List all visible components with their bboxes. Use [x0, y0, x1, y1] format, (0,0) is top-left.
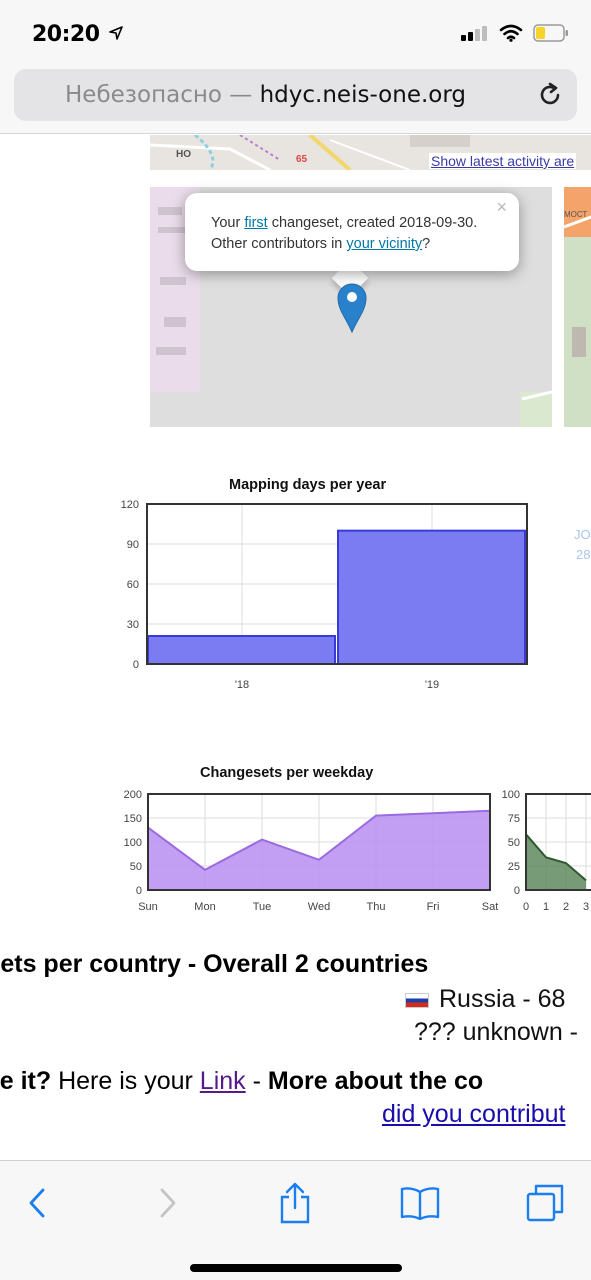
countries-heading: ngesets per country - Overall 2 countrie…	[0, 950, 429, 978]
status-indicators	[461, 24, 569, 42]
insecure-label: Небезопасно —	[65, 82, 253, 108]
side-note-line1: JO	[574, 527, 591, 542]
plot-frame	[147, 793, 491, 891]
forward-button[interactable]	[146, 1181, 190, 1225]
share-button[interactable]	[273, 1181, 317, 1225]
share-question: re it?	[0, 1067, 52, 1095]
y-tick-label: 100	[124, 837, 142, 849]
x-tick-label: Sun	[138, 901, 158, 913]
activity-map-strip[interactable]: HO 65 Show latest activity are	[150, 135, 591, 170]
x-tick-label: 2	[563, 901, 569, 913]
y-tick-label: 75	[508, 813, 520, 825]
map-strip-roads	[150, 135, 470, 170]
your-vicinity-link[interactable]: your vicinity	[346, 236, 423, 252]
address-bar-area: Небезопасно — hdyc.neis-one.org	[0, 56, 591, 134]
area-line	[525, 833, 587, 882]
bookmarks-icon	[400, 1187, 440, 1220]
share-dash: -	[245, 1067, 268, 1095]
forward-icon	[160, 1188, 176, 1218]
x-tick-label: Sat	[482, 901, 499, 913]
home-indicator	[190, 1264, 402, 1272]
share-icon	[280, 1182, 310, 1224]
popup-close-icon[interactable]: ×	[496, 197, 507, 217]
area-fill	[526, 834, 586, 890]
signal-icon	[461, 26, 487, 41]
map-marker-icon[interactable]	[336, 282, 368, 334]
y-tick-label: 200	[124, 789, 142, 801]
x-tick-label: 0	[523, 901, 529, 913]
x-tick-label: '18	[235, 679, 249, 691]
y-tick-label: 50	[130, 861, 142, 873]
address-text[interactable]: Небезопасно — hdyc.neis-one.org	[14, 82, 517, 108]
y-tick-label: 0	[514, 885, 520, 897]
y-tick-label: 0	[136, 885, 142, 897]
y-tick-label: 60	[127, 579, 139, 591]
share-link[interactable]: Link	[199, 1067, 246, 1095]
map-label-65: 65	[296, 154, 308, 165]
back-button[interactable]	[15, 1181, 59, 1225]
x-tick-label: Tue	[253, 901, 272, 913]
map-side-background	[564, 187, 591, 357]
web-page: HO 65 Show latest activity are Your firs…	[0, 135, 591, 1160]
did-you-contribute-link[interactable]: did you contribut	[382, 1100, 566, 1128]
y-tick-label: 90	[127, 539, 139, 551]
address-bar[interactable]: Небезопасно — hdyc.neis-one.org	[14, 69, 577, 121]
wifi-icon	[499, 24, 523, 42]
y-tick-label: 30	[127, 619, 139, 631]
area-fill	[148, 810, 490, 890]
address-host: hdyc.neis-one.org	[259, 82, 466, 108]
safari-toolbar	[0, 1160, 591, 1280]
bar	[337, 529, 526, 665]
y-tick-label: 25	[508, 861, 520, 873]
x-tick-label: 1	[543, 901, 549, 913]
location-arrow-icon	[108, 26, 123, 40]
bookmarks-button[interactable]	[398, 1181, 442, 1225]
first-changeset-link[interactable]: first	[244, 215, 268, 231]
share-line: re it? Here is your Link - More about th…	[0, 1067, 483, 1096]
hour-chart: 0 25 50 75 100 0 1 2 3	[502, 789, 591, 913]
tabs-icon	[526, 1184, 564, 1222]
status-time: 20:20	[32, 22, 123, 47]
bar	[147, 635, 336, 665]
weekday-title: Changesets per weekday	[200, 765, 374, 781]
country-russia-label: Russia - 68	[439, 985, 566, 1013]
x-tick-label: '19	[425, 679, 439, 691]
x-tick-label: 3	[583, 901, 589, 913]
reload-icon[interactable]	[535, 80, 565, 110]
y-tick-label: 100	[502, 789, 520, 801]
y-tick-label: 0	[133, 659, 139, 671]
show-latest-activity-link[interactable]: Show latest activity are	[429, 153, 577, 169]
mapping-days-chart: 0 30 60 90 120 '18 '19	[121, 499, 528, 691]
country-unknown-label: ??? unknown -	[414, 1018, 579, 1046]
plot-frame	[146, 503, 528, 665]
battery-icon	[533, 24, 568, 42]
country-row-unknown: ??? unknown -	[414, 1018, 578, 1047]
x-tick-label: Mon	[194, 901, 215, 913]
back-icon	[29, 1188, 45, 1218]
weekday-chart: 0 50 100 150 200 Sun Mon Tue Wed Thu Fri Sat	[124, 789, 499, 913]
x-tick-label: Fri	[427, 901, 440, 913]
tabs-button[interactable]	[523, 1181, 567, 1225]
side-note-line2: 28	[576, 547, 591, 562]
y-tick-label: 120	[121, 499, 139, 511]
y-tick-label: 150	[124, 813, 142, 825]
side-note: JO 28	[574, 525, 591, 565]
first-changeset-popup: Your first changeset, created 2018-09-30…	[185, 193, 519, 271]
more-about-heading: More about the co	[267, 1067, 484, 1095]
plot-frame	[525, 793, 591, 891]
x-tick-label: Wed	[308, 901, 330, 913]
x-tick-label: Thu	[367, 901, 386, 913]
share-middle: Here is your	[51, 1067, 200, 1095]
map-side-panel[interactable]	[564, 187, 591, 427]
map-label-ho: HO	[176, 149, 191, 160]
russia-flag-icon	[405, 992, 429, 1008]
y-tick-label: 50	[508, 837, 520, 849]
map-label-most: МОСТ	[564, 210, 588, 219]
popup-text: Your first changeset, created 2018-09-30…	[211, 215, 478, 252]
country-row-russia: Russia - 68	[405, 985, 565, 1014]
mapping-days-title: Mapping days per year	[229, 477, 387, 493]
